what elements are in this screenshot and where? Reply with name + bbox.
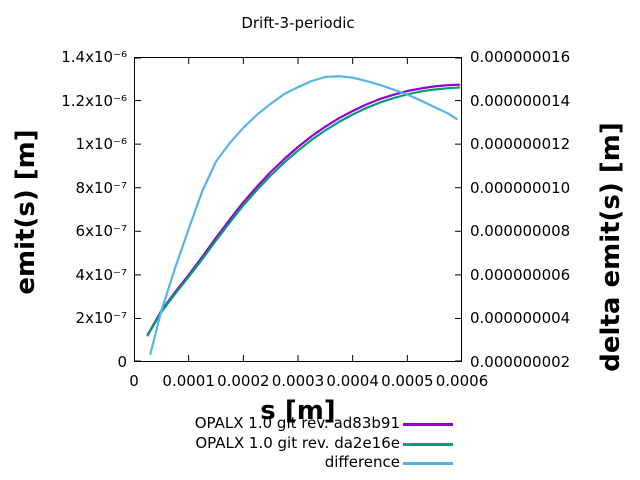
y1-tick-label: 6x10⁻⁷ [75,222,127,241]
x-tick-label: 0.0005 [381,372,434,390]
series-line [146,86,461,337]
legend-label: OPALX 1.0 git rev. da2e16e [195,433,400,452]
legend-label: difference [324,453,400,471]
y1-tick-label: 8x10⁻⁷ [75,178,127,197]
x-tick-label: 0 [129,372,139,390]
plot-border [134,57,462,362]
y2-tick-label: 0.000000012 [470,135,571,154]
y1-tick-label: 0 [117,353,127,371]
y1-tick-label: 1.2x10⁻⁶ [61,91,127,110]
y2-tick-label: 0.000000016 [470,48,571,66]
y1-tick-label: 4x10⁻⁷ [75,265,127,284]
x-axis-label: s [m] [260,396,336,426]
y2-tick-label: 0.000000004 [470,309,571,328]
plot-area [134,57,462,362]
y2-tick-label: 0.000000002 [470,353,571,371]
legend-line-sample [403,423,453,426]
x-tick-label: 0.0003 [271,372,325,390]
x-tick-label: 0.0004 [326,372,379,390]
legend-label: OPALX 1.0 git rev. ad83b91 [194,414,400,432]
series-line [149,75,458,355]
y2-tick-label: 0.000000008 [470,222,571,241]
series-line [146,83,461,336]
y2-axis-label: delta emit(s) [m] [596,122,626,372]
y1-tick-label: 1x10⁻⁶ [75,135,127,154]
y1-tick-label: 2x10⁻⁷ [75,309,127,328]
legend-line-sample [403,442,453,446]
y2-tick-label: 0.000000010 [470,178,571,197]
y2-tick-label: 0.000000014 [470,91,571,110]
y1-tick-label: 1.4x10⁻⁶ [61,48,127,66]
y2-tick-label: 0.000000006 [470,265,571,284]
legend-line-sample [403,462,453,465]
x-tick-label: 0.0006 [435,372,489,390]
x-tick-label: 0.0002 [217,372,270,390]
chart-title: Drift-3-periodic [241,14,355,32]
x-tick-label: 0.0001 [162,372,215,390]
